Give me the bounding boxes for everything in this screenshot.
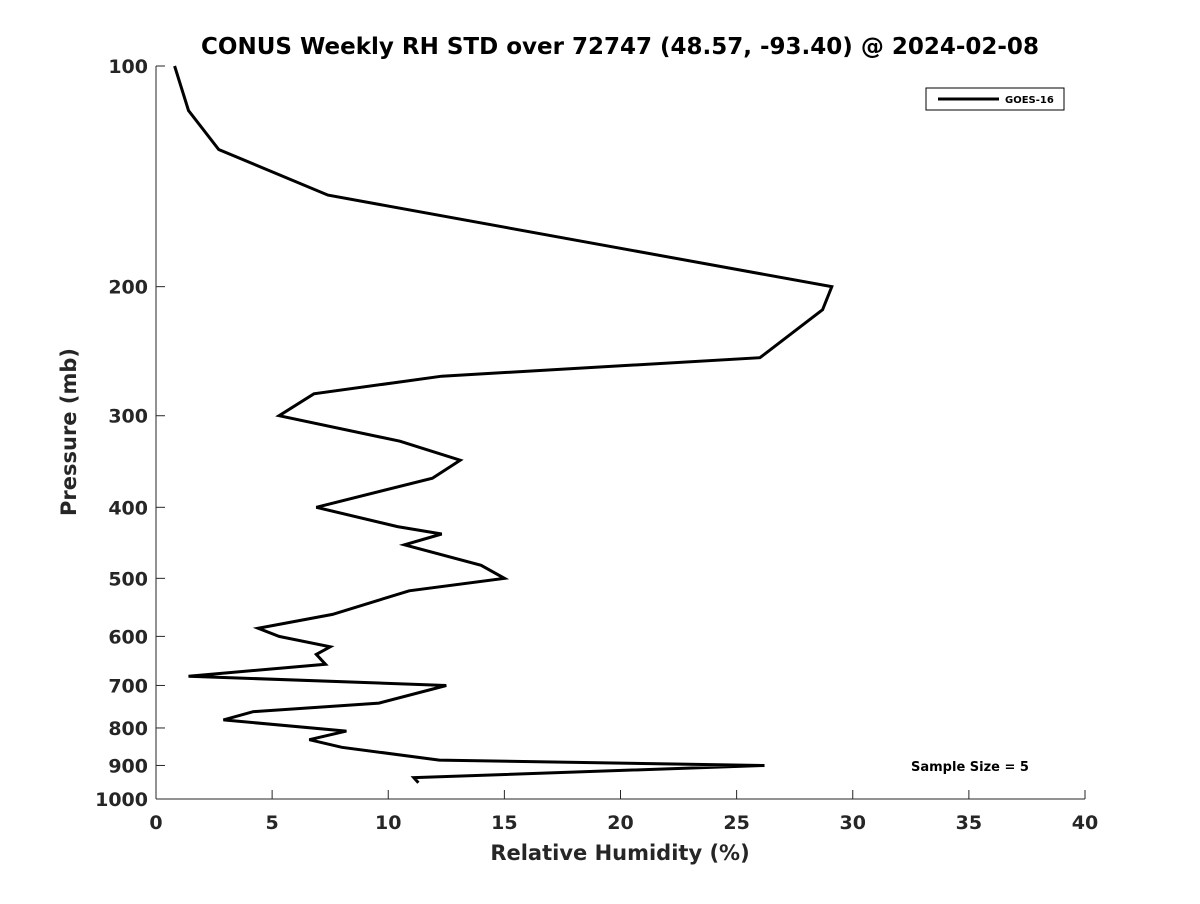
chart-title: CONUS Weekly RH STD over 72747 (48.57, -… [201, 34, 1039, 60]
legend-label-goes-16: GOES-16 [1005, 95, 1054, 106]
series-line-goes-16 [173, 65, 834, 784]
y-tick-label: 700 [108, 675, 148, 697]
sample-size-annotation: Sample Size = 5 [911, 760, 1029, 775]
x-tick-label: 15 [491, 812, 517, 834]
y-tick-label: 300 [108, 406, 148, 428]
y-tick-label: 900 [108, 755, 148, 777]
y-tick-label: 800 [108, 718, 148, 740]
axes [155, 66, 1085, 800]
legend: GOES-16 [925, 87, 1065, 111]
x-tick-label: 40 [1072, 812, 1098, 834]
y-tick-label: 400 [108, 497, 148, 519]
y-tick-label: 500 [108, 568, 148, 590]
y-tick-label: 1000 [95, 789, 148, 811]
x-tick-label: 10 [375, 812, 401, 834]
x-tick-label: 0 [149, 812, 162, 834]
y-tick-label: 600 [108, 626, 148, 648]
x-axis-ticks: 0 5 10 15 20 25 30 35 40 [149, 790, 1098, 834]
x-tick-label: 20 [607, 812, 633, 834]
y-tick-label: 200 [108, 277, 148, 299]
series-layer [173, 65, 834, 784]
x-tick-label: 35 [956, 812, 982, 834]
y-axis-ticks: 100 200 300 400 500 600 700 800 900 1000 [95, 56, 165, 811]
y-axis-label: Pressure (mb) [57, 348, 81, 516]
x-tick-label: 5 [266, 812, 279, 834]
x-axis-label: Relative Humidity (%) [490, 841, 749, 865]
x-tick-label: 25 [723, 812, 749, 834]
y-tick-label: 100 [108, 56, 148, 78]
x-tick-label: 30 [840, 812, 866, 834]
